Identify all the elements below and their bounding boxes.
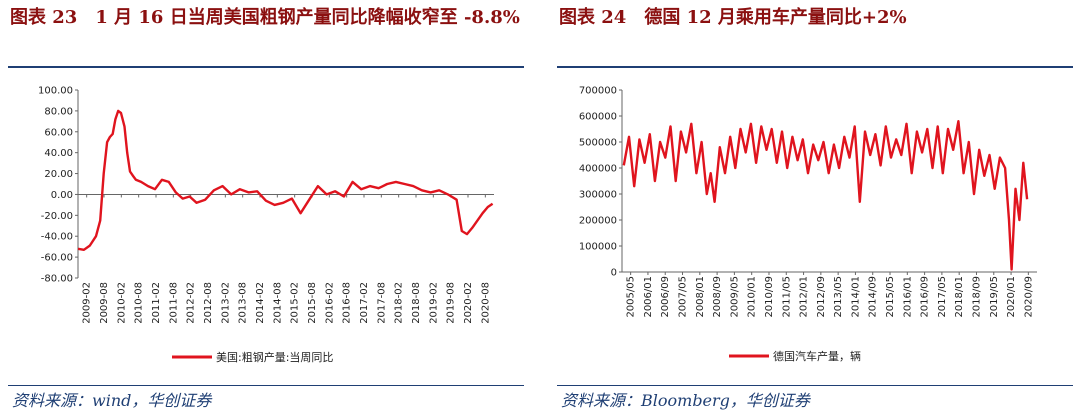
series-line [622,120,1029,271]
x-tick-label: 2017-02 [359,282,370,324]
x-tick-label: 2011-02 [151,282,162,324]
x-tick-label: 2010-02 [116,282,127,324]
chart-panel-car: 图表 24 德国 12 月乘用车产量同比+2% 700000 600000 5000… [549,0,1079,417]
y-tick-label: 300000 [579,190,617,201]
legend-label: 美国:粗钢产量:当周同比 [216,350,333,364]
legend: 美国:粗钢产量:当周同比 [172,350,333,364]
series-line [77,109,494,251]
x-tick-label: 2020/01 [1006,276,1017,318]
chart-panel-steel: 图表 23 1 月 16 日当周美国粗钢产量同比降幅收窄至 -8.8% 100.… [0,0,530,417]
x-tick-label: 2016-02 [324,282,335,324]
title-divider [8,66,524,68]
source-divider [557,385,1073,386]
x-tick-label: 2012/09 [816,276,827,318]
x-tick-label: 2018-08 [411,282,422,324]
x-tick-label: 2007/05 [678,276,689,318]
x-tick-label: 2010/09 [764,276,775,318]
y-tick-label: 100000 [579,242,617,253]
y-tick-label: 500000 [579,138,617,149]
x-tick-label: 2012/01 [799,276,810,318]
x-tick-label: 2015-02 [290,282,301,324]
chart-title: 图表 23 1 月 16 日当周美国粗钢产量同比降幅收窄至 -8.8% [10,7,520,28]
legend-label: 德国汽车产量，辆 [773,349,861,363]
y-tick-label: 60.00 [44,127,73,138]
x-tick-label: 2009-02 [82,282,93,324]
x-tick-label: 2014/01 [850,276,861,318]
y-tick-label: 20.00 [44,169,73,180]
y-tick-label: 40.00 [44,148,73,159]
x-tick-label: 2011-08 [168,282,179,324]
x-tick-label: 2018-02 [394,282,405,324]
x-tick-label: 2010/01 [747,276,758,318]
x-tick-label: 2020/09 [1023,276,1034,318]
x-tick-label: 2009-08 [99,282,110,324]
y-tick-label: 0 [611,268,617,279]
x-tick-label: 2008/09 [712,276,723,318]
x-tick-label: 2014-08 [272,282,283,324]
chart-source: 资料来源：Bloomberg，华创证券 [561,391,810,410]
x-tick-label: 2017/05 [937,276,948,318]
x-tick-label: 2016/01 [902,276,913,318]
x-tick-label: 2016/09 [920,276,931,318]
title-divider [557,66,1073,68]
y-tick-label: -20.00 [41,211,73,222]
x-tick-label: 2011/05 [781,276,792,318]
x-tick-label: 2017-08 [376,282,387,324]
y-tick-label: 100.00 [38,86,73,97]
x-tick-label: 2015/05 [885,276,896,318]
y-tick-label: 200000 [579,216,617,227]
y-tick-label: -40.00 [41,232,73,243]
y-tick-label: -80.00 [41,274,73,285]
x-tick-label: 2013-08 [238,282,249,324]
x-tick-label: 2020-02 [463,282,474,324]
y-tick-label: 700000 [579,86,617,97]
x-tick-label: 2012-08 [203,282,214,324]
x-tick-label: 2012-02 [186,282,197,324]
x-tick-label: 2014-02 [255,282,266,324]
x-tick-label: 2006/09 [660,276,671,318]
steel-chart-svg: 100.00 80.00 60.00 40.00 20.00 0.00 -20.00 -40.… [38,86,494,364]
chart-source: 资料来源：wind，华创证券 [12,391,212,410]
car-chart-svg: 700000 600000 500000 400000 300000 200000 1000… [579,86,1037,363]
y-tick-label: 0.00 [51,190,73,201]
x-tick-label: 2014/09 [868,276,879,318]
x-tick-label: 2020-08 [480,282,491,324]
x-tick-label: 2018/01 [954,276,965,318]
y-tick-label: 600000 [579,112,617,123]
x-tick-label: 2009/05 [729,276,740,318]
x-tick-label: 2010-08 [134,282,145,324]
y-tick-label: 80.00 [44,106,73,117]
x-tick-label: 2019/05 [989,276,1000,318]
x-tick-label: 2005/05 [626,276,637,318]
x-tick-label: 2008/01 [695,276,706,318]
x-tick-label: 2019-08 [446,282,457,324]
x-tick-label: 2015-08 [307,282,318,324]
x-tick-label: 2013/05 [833,276,844,318]
y-tick-label: 400000 [579,164,617,175]
source-divider [8,385,524,386]
x-tick-label: 2019-02 [428,282,439,324]
x-tick-label: 2006/01 [643,276,654,318]
legend: 德国汽车产量，辆 [729,349,861,363]
x-tick-label: 2013-02 [220,282,231,324]
chart-title: 图表 24 德国 12 月乘用车产量同比+2% [559,7,907,28]
x-tick-label: 2016-08 [342,282,353,324]
x-tick-label: 2018/09 [971,276,982,318]
y-tick-label: -60.00 [41,253,73,264]
